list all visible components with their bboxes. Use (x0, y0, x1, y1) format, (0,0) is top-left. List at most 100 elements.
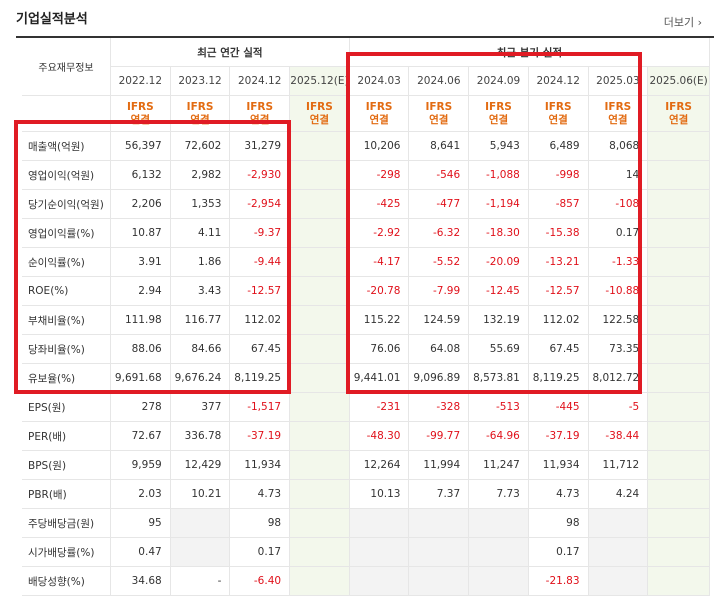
value-cell: 12,264 (349, 450, 410, 480)
ifrs-top: IFRS (306, 100, 333, 113)
value-cell: 3.91 (110, 247, 171, 277)
ifrs-label-blank (22, 95, 111, 132)
value-cell: 10.21 (170, 479, 231, 509)
value-cell (170, 508, 231, 538)
value-cell: -6.32 (408, 218, 470, 248)
value-cell (289, 537, 350, 567)
value-cell: 7.37 (408, 479, 470, 509)
value-cell (408, 508, 470, 538)
ifrs-top: IFRS (246, 100, 274, 113)
value-cell: -231 (349, 392, 410, 422)
value-cell (289, 566, 350, 596)
ifrs-bottom: 연결 (309, 113, 330, 126)
value-cell (289, 218, 350, 248)
value-cell (588, 508, 649, 538)
value-cell (408, 566, 470, 596)
value-cell: 0.17 (229, 537, 291, 567)
ifrs-top: IFRS (485, 100, 512, 113)
value-cell: -15.38 (528, 218, 589, 248)
value-cell: -21.83 (528, 566, 589, 596)
value-cell: -445 (528, 392, 589, 422)
row-label: PER(배) (22, 421, 111, 451)
value-cell: 88.06 (110, 334, 171, 364)
value-cell (289, 363, 350, 393)
value-cell: -1,517 (229, 392, 291, 422)
value-cell: 98 (229, 508, 291, 538)
value-cell: 336.78 (170, 421, 231, 451)
value-cell (289, 508, 350, 538)
table-row: 부채비율(%) 111.98 116.77 112.02 115.22 124.59 132… (22, 305, 710, 335)
ifrs-cell: IFRS 연결 (349, 95, 410, 132)
top-divider (16, 36, 714, 38)
row-label: PBR(배) (22, 479, 111, 509)
table-row: PER(배) 72.67 336.78 -37.19 -48.30 -99.77 -64.9… (22, 421, 710, 451)
value-cell: -425 (349, 189, 410, 219)
value-cell: -513 (468, 392, 529, 422)
value-cell: -20.09 (468, 247, 529, 277)
table-row: 영업이익률(%) 10.87 4.11 -9.37 -2.92 -6.32 -18.30 -1… (22, 218, 710, 248)
value-cell: 115.22 (349, 305, 410, 335)
value-cell: 31,279 (229, 131, 291, 161)
value-cell: 9,096.89 (408, 363, 470, 393)
value-cell (647, 247, 710, 277)
value-cell: -477 (408, 189, 470, 219)
value-cell: -5 (588, 392, 649, 422)
table-row: 당기순이익(억원) 2,206 1,353 -2,954 -425 -477 -1,194-… (22, 189, 710, 219)
value-cell: 0.47 (110, 537, 171, 567)
ifrs-top: IFRS (186, 100, 214, 113)
row-label: 순이익률(%) (22, 247, 111, 277)
annual-highlight-box (14, 120, 291, 394)
value-cell: 1.86 (170, 247, 231, 277)
value-cell: -1,194 (468, 189, 529, 219)
value-cell (588, 566, 649, 596)
table-row: 매출액(억원) 56,397 72,602 31,279 10,206 8,641 5,94… (22, 131, 710, 161)
value-cell (647, 450, 710, 480)
value-cell: 2,982 (170, 160, 231, 190)
value-cell: 55.69 (468, 334, 529, 364)
value-cell: 0.17 (528, 537, 589, 567)
ifrs-bottom: 연결 (369, 113, 389, 126)
value-cell: 5,943 (468, 131, 529, 161)
value-cell (349, 566, 410, 596)
value-cell (647, 160, 710, 190)
value-cell: 1,353 (170, 189, 231, 219)
value-cell: -1,088 (468, 160, 529, 190)
value-cell: 67.45 (528, 334, 589, 364)
value-cell (647, 566, 710, 596)
value-cell (647, 421, 710, 451)
value-cell: 64.08 (408, 334, 470, 364)
ifrs-bottom: 연결 (668, 113, 689, 126)
ifrs-top: IFRS (126, 100, 154, 113)
value-cell (349, 537, 410, 567)
more-link[interactable]: 더보기 › (664, 14, 702, 30)
period-header: 2022.12 (110, 66, 171, 96)
value-cell: -9.37 (229, 218, 291, 248)
row-label: 당좌비율(%) (22, 334, 111, 364)
ifrs-cell: IFRS 연결 (468, 95, 529, 132)
period-header: 2024.12 (229, 66, 291, 96)
table-row: 배당성향(%) 34.68- -6.40 -21.83 (22, 566, 710, 596)
value-cell (289, 334, 350, 364)
chevron-right-icon: › (697, 16, 702, 29)
value-cell: -12.57 (229, 276, 291, 306)
table-row: 주당배당금(원) 95 98 98 (22, 508, 710, 538)
value-cell (289, 421, 350, 451)
value-cell (289, 305, 350, 335)
value-cell: 10,206 (349, 131, 410, 161)
value-cell (408, 537, 470, 567)
row-label: 영업이익률(%) (22, 218, 111, 248)
row-label: ROE(%) (22, 276, 111, 306)
value-cell: 12,429 (170, 450, 231, 480)
row-label: 시가배당률(%) (22, 537, 111, 567)
value-cell (289, 160, 350, 190)
table-row: BPS(원) 9,959 12,429 11,934 12,264 11,994 11,24… (22, 450, 710, 480)
value-cell: 76.06 (349, 334, 410, 364)
value-cell (289, 276, 350, 306)
value-cell: 98 (528, 508, 589, 538)
ifrs-cell: IFRS 연결 (289, 95, 350, 132)
ifrs-top: IFRS (365, 100, 393, 113)
ifrs-cell: IFRS 연결 (110, 95, 171, 132)
period-header: 2023.12 (170, 66, 231, 96)
ifrs-cell: IFRS 연결 (528, 95, 589, 132)
value-cell: - (170, 566, 231, 596)
